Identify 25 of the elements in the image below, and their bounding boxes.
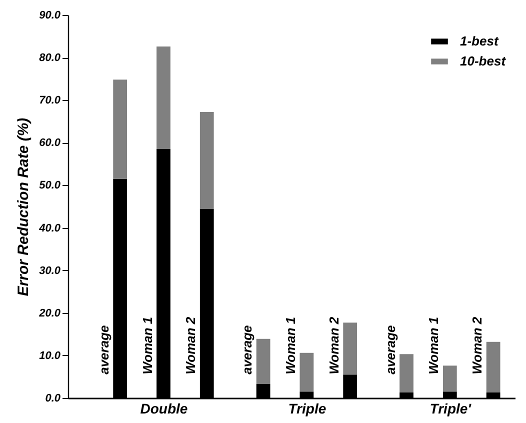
y-tick-label: 20.0 (38, 307, 62, 320)
x-tick-label: average (382, 325, 398, 374)
y-tick-label: 50.0 (39, 180, 62, 192)
x-tick-label: Woman 1 (426, 316, 442, 374)
y-tick-label: 80.0 (39, 52, 62, 64)
y-tick-label: 30.0 (39, 264, 62, 277)
legend-label: 10-best (460, 54, 506, 68)
legend-label: 1-best (460, 34, 499, 48)
y-tick-label: 90.0 (39, 10, 62, 22)
x-tick-label: Woman 1 (140, 316, 155, 374)
text: Triple' (430, 400, 472, 416)
y-tick-label: 70.0 (39, 94, 62, 107)
x-tick-label: Woman 1 (283, 316, 298, 374)
y-tick-label: 40.0 (38, 222, 62, 234)
x-tick-label: Woman 2 (183, 316, 198, 374)
x-tick-label: average (96, 325, 112, 374)
y-tick-label: 10.0 (39, 350, 62, 362)
y-axis-title: Error Reduction Rate (%) (15, 118, 32, 296)
text: Triple (288, 400, 326, 416)
x-tick-label: Woman 2 (470, 316, 485, 374)
x-tick-label: average (240, 325, 255, 374)
text: Double (140, 400, 188, 416)
y-tick-label: 60.0 (39, 137, 62, 150)
y-tick-label: 0.0 (45, 392, 62, 404)
x-tick-label: Woman 2 (326, 316, 342, 374)
